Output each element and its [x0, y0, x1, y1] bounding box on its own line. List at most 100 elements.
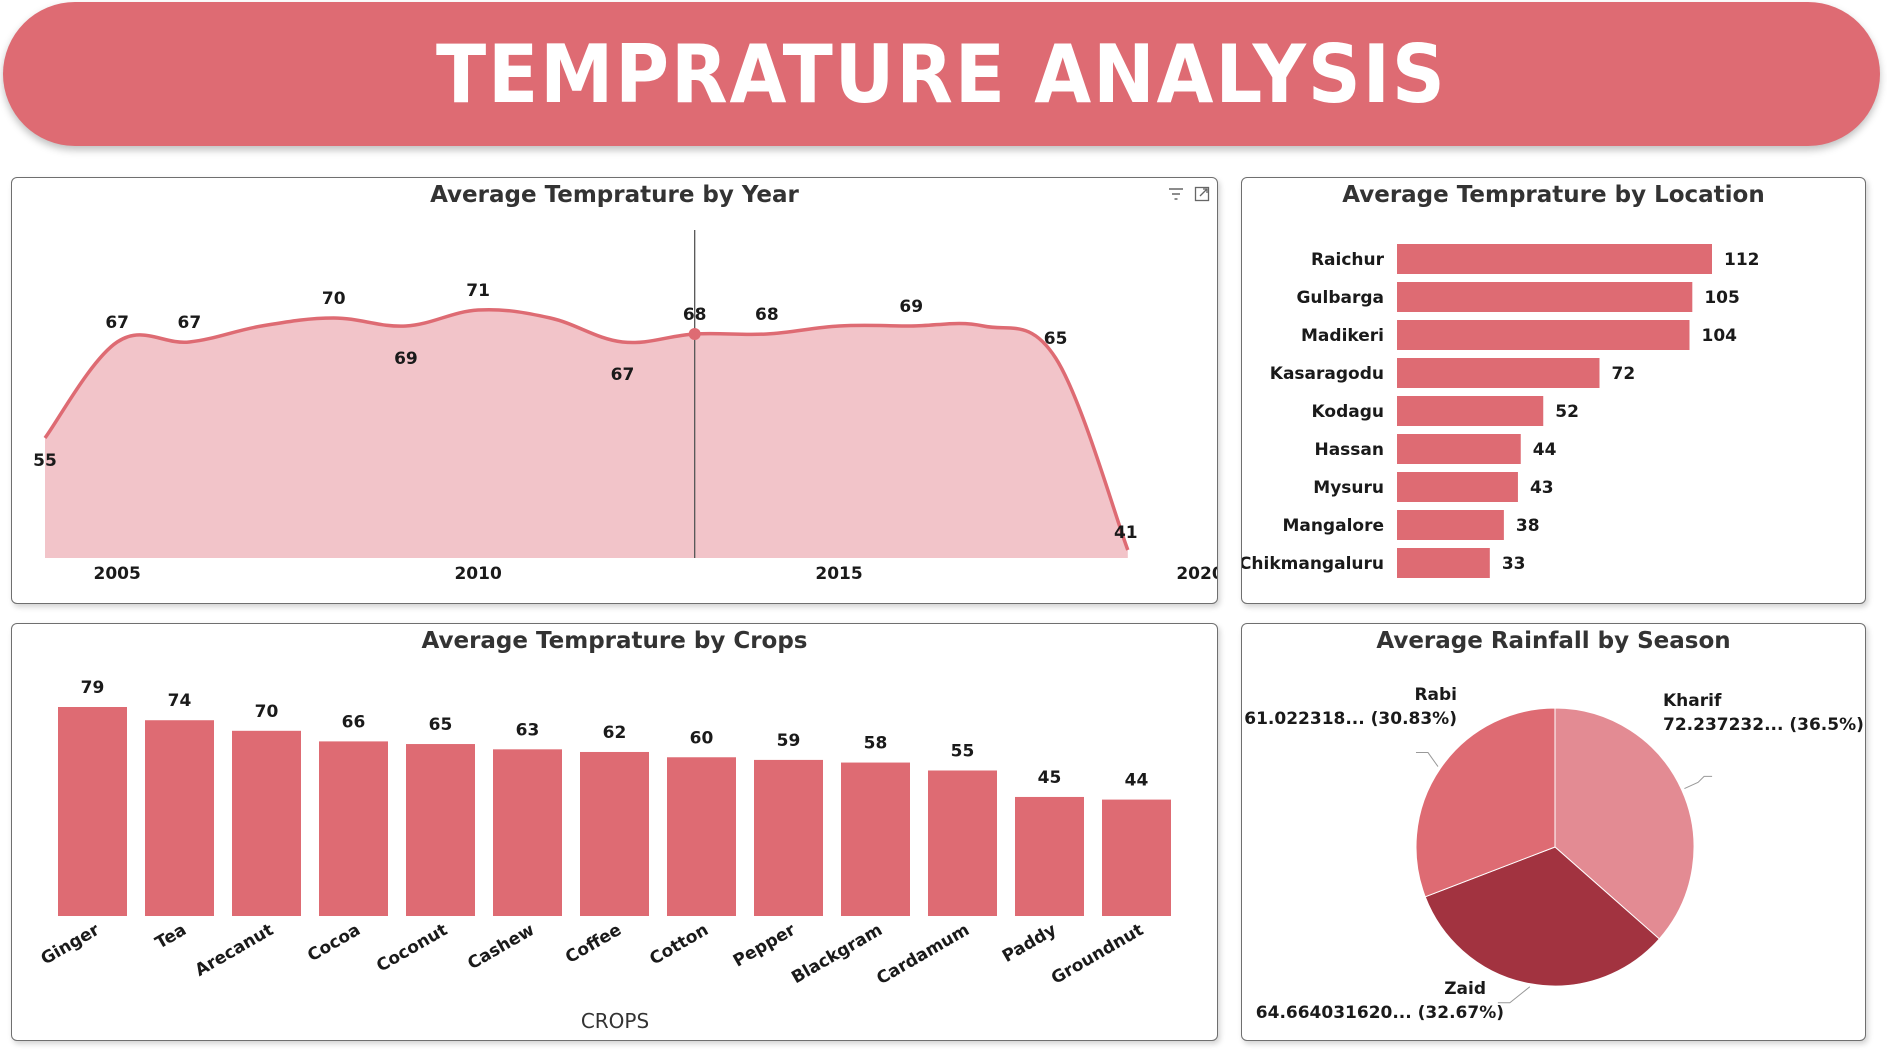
highlight-point — [688, 328, 701, 340]
season-pie-panel[interactable]: Average Rainfall by Season Kharif 72.2372… — [1241, 623, 1866, 1041]
crops-chart-panel[interactable]: Average Temprature by Crops 79 Ginger 74 Te… — [11, 623, 1218, 1041]
data-label: 68 — [755, 305, 779, 325]
data-label: 69 — [899, 297, 923, 317]
page-title: TEMPRATURE ANALYSIS — [436, 27, 1447, 121]
category-label: Madikeri — [1301, 326, 1384, 346]
data-label: 74 — [168, 691, 192, 711]
category-label: Paddy — [999, 920, 1060, 967]
bar — [1397, 434, 1521, 464]
slice-name-label: Zaid — [1444, 979, 1486, 999]
year-chart-title: Average Temprature by Year — [430, 182, 799, 208]
bar — [928, 770, 997, 916]
data-label: 33 — [1502, 554, 1526, 574]
pie-slice — [1415, 707, 1556, 898]
pie-slice — [1554, 707, 1695, 940]
year-chart-panel[interactable]: Average Temprature by Year 55 67 67 70 69 71 6… — [11, 177, 1218, 604]
bar — [667, 757, 736, 916]
category-label: Groundnut — [1048, 920, 1147, 989]
crops-chart-title: Average Temprature by Crops — [421, 628, 808, 654]
category-label: Kasaragodu — [1270, 364, 1384, 384]
slice-name-label: Kharif — [1663, 691, 1722, 711]
category-label: Tea — [152, 920, 190, 953]
bar — [580, 751, 649, 916]
data-label: 105 — [1704, 288, 1740, 308]
data-label: 67 — [611, 365, 635, 385]
data-label: 65 — [1044, 329, 1068, 349]
location-chart-panel[interactable]: Average Temprature by Location Raichur 11… — [1241, 177, 1866, 604]
data-label: 55 — [951, 741, 975, 761]
bar — [1397, 320, 1690, 350]
data-label: 59 — [777, 731, 801, 751]
area-fill — [45, 309, 1128, 558]
x-tick-label: 2005 — [94, 564, 141, 584]
data-label: 60 — [690, 728, 714, 748]
season-pie-chart: Kharif 72.237232... (36.5%) Zaid 64.6640316… — [1244, 685, 1864, 1023]
bar — [1015, 796, 1084, 916]
data-label: 52 — [1555, 402, 1579, 422]
x-tick-label: 2020 — [1176, 564, 1218, 584]
category-label: Cashew — [464, 920, 538, 974]
data-label: 66 — [342, 712, 366, 732]
season-pie-title: Average Rainfall by Season — [1376, 628, 1731, 654]
category-label: Kodagu — [1312, 402, 1384, 422]
bar — [754, 759, 823, 916]
data-label: 71 — [466, 281, 490, 301]
filter-icon[interactable] — [1168, 186, 1184, 202]
category-label: Coffee — [562, 920, 625, 968]
slice-value-label: 64.664031620... (32.67%) — [1256, 1003, 1504, 1023]
bar — [1102, 799, 1171, 916]
data-label: 68 — [683, 305, 707, 325]
location-chart-title: Average Temprature by Location — [1342, 182, 1765, 208]
data-label: 45 — [1038, 768, 1062, 788]
leader-line — [1497, 986, 1531, 1004]
focus-mode-icon[interactable] — [1194, 186, 1210, 202]
category-label: Pepper — [730, 920, 800, 972]
data-label: 41 — [1114, 523, 1138, 543]
bar — [1397, 548, 1490, 578]
data-label: 55 — [33, 451, 57, 471]
data-label: 72 — [1612, 364, 1636, 384]
x-tick-label: 2015 — [815, 564, 862, 584]
bar — [493, 749, 562, 916]
bar — [1397, 282, 1693, 312]
crops-bar-chart: 79 Ginger 74 Tea 70 Arecanut 66 Cocoa 65 Coconut 6… — [38, 678, 1171, 1033]
bar — [841, 762, 910, 916]
x-tick-label: 2010 — [454, 564, 501, 584]
x-axis-title: CROPS — [581, 1009, 649, 1033]
category-label: Mangalore — [1282, 516, 1384, 536]
bar — [232, 730, 301, 916]
category-label: Coconut — [373, 920, 451, 976]
data-label: 65 — [429, 715, 453, 735]
series-line — [43, 307, 1130, 551]
bar — [1397, 396, 1544, 426]
leader-line — [1415, 752, 1439, 767]
location-bar-chart: Raichur 112 Gulbarga 105 Madikeri 104 Kasarago… — [1241, 244, 1760, 578]
category-label: Cotton — [646, 920, 712, 969]
year-area-chart: 55 67 67 70 69 71 67 68 68 69 65 41 2005 2010 2015 2020 — [33, 230, 1218, 584]
bar — [145, 720, 214, 916]
bar — [1397, 358, 1600, 388]
category-label: Blackgram — [788, 920, 886, 988]
category-label: Cardamum — [873, 920, 973, 989]
bar — [58, 707, 127, 916]
data-label: 44 — [1125, 771, 1149, 791]
bar — [406, 744, 475, 916]
category-label: Cocoa — [304, 920, 364, 966]
data-label: 69 — [394, 349, 418, 369]
slice-value-label: 61.022318... (30.83%) — [1244, 709, 1457, 729]
slice-name-label: Rabi — [1414, 685, 1457, 705]
data-label: 67 — [178, 313, 202, 333]
data-label: 67 — [105, 313, 129, 333]
data-label: 70 — [322, 289, 346, 309]
data-label: 62 — [603, 723, 627, 743]
header-banner: TEMPRATURE ANALYSIS — [3, 2, 1880, 146]
category-label: Chikmangaluru — [1241, 554, 1384, 574]
category-label: Raichur — [1311, 250, 1385, 270]
data-label: 70 — [255, 702, 279, 722]
data-label: 104 — [1702, 326, 1738, 346]
category-label: Arecanut — [192, 920, 277, 981]
category-label: Hassan — [1314, 440, 1384, 460]
data-label: 79 — [81, 678, 105, 698]
leader-line — [1684, 775, 1713, 790]
data-label: 44 — [1533, 440, 1557, 460]
